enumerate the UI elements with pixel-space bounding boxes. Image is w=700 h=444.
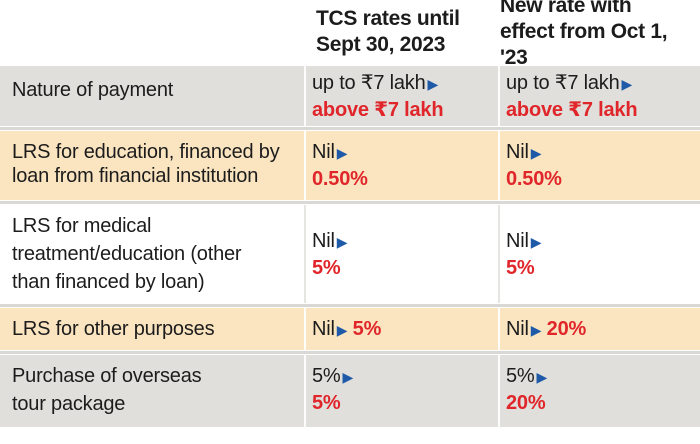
arrow-icon: ▶ [530,234,542,250]
row-separator [0,127,700,130]
new-rate-second: 5% [506,257,535,279]
old-rate-first: up to ₹7 lakh [312,72,426,94]
arrow-icon: ▶ [621,76,633,92]
arrow-icon: ▶ [536,369,548,385]
row-label: LRS for education, financed by loan from… [12,141,280,187]
row-separator [0,304,700,307]
new-rate-first: Nil [506,230,529,252]
row-label: Nature of payment [12,79,174,101]
header-new-line-2: effect from Oct 1, '23 [500,20,668,69]
old-rate-second: 5% [312,257,341,279]
row-label: LRS for other purposes [12,318,215,340]
column-divider [304,66,306,126]
column-divider [498,355,500,427]
new-rate-first: up to ₹7 lakh [506,72,620,94]
old-rate-first: Nil [312,230,335,252]
row-separator [0,351,700,354]
old-rate-second: 5% [352,318,382,340]
table-row: LRS for other purposes Nil ▶ 5% Nil ▶ 20% [0,308,700,350]
new-rate-second: 20% [546,318,587,340]
old-rate-cell: Nil ▶ 5% [312,228,496,281]
column-divider [304,355,306,427]
new-rate-first: Nil [506,141,529,163]
arrow-icon: ▶ [336,322,348,338]
row-separator [0,201,700,204]
header-old-rates: TCS rates until Sept 30, 2023 [316,0,496,64]
new-rate-cell: Nil ▶ 0.50% [506,139,696,192]
header-new-rates: New rate with effect from Oct 1, '23 [500,0,700,69]
old-rate-cell: up to ₹7 lakh ▶ above ₹7 lakh [312,70,496,123]
new-rate-second: 0.50% [506,168,562,190]
column-divider [304,205,306,303]
old-rate-first: Nil [312,318,335,340]
table-row: LRS for education, financed by loan from… [0,131,700,200]
table-row: LRS for medical treatment/education (oth… [0,205,700,303]
old-rate-second: above ₹7 lakh [312,99,444,121]
table-row: Purchase of overseas tour package 5% ▶ 5%… [0,355,700,427]
arrow-icon: ▶ [336,145,348,161]
new-rate-cell: Nil ▶ 5% [506,228,696,281]
column-divider [304,131,306,200]
column-divider [498,66,500,126]
arrow-icon: ▶ [427,76,439,92]
old-rate-second: 0.50% [312,168,368,190]
header-new-line-1: New rate with [500,0,632,17]
new-rate-first: 5% [506,365,535,387]
old-rate-cell: Nil ▶ 0.50% [312,139,496,192]
row-label: Purchase of overseas tour package [12,365,202,415]
arrow-icon: ▶ [530,322,542,338]
new-rate-first: Nil [506,318,529,340]
new-rate-cell: 5% ▶ 20% [506,363,696,416]
column-divider [498,131,500,200]
old-rate-cell: Nil ▶ 5% [312,316,496,343]
old-rate-first: Nil [312,141,335,163]
arrow-icon: ▶ [342,369,354,385]
column-divider [304,308,306,350]
column-divider [498,308,500,350]
new-rate-cell: up to ₹7 lakh ▶ above ₹7 lakh [506,70,696,123]
header-old-line-1: TCS rates until [316,7,460,30]
row-label: LRS for medical treatment/education (oth… [12,215,242,293]
new-rate-second: 20% [506,392,546,414]
old-rate-cell: 5% ▶ 5% [312,363,496,416]
header-old-line-2: Sept 30, 2023 [316,33,446,56]
new-rate-second: above ₹7 lakh [506,99,638,121]
old-rate-second: 5% [312,392,341,414]
new-rate-cell: Nil ▶ 20% [506,316,696,343]
arrow-icon: ▶ [336,234,348,250]
column-divider [498,205,500,303]
table-row: Nature of payment up to ₹7 lakh ▶ above ₹… [0,66,700,126]
old-rate-first: 5% [312,365,341,387]
arrow-icon: ▶ [530,145,542,161]
